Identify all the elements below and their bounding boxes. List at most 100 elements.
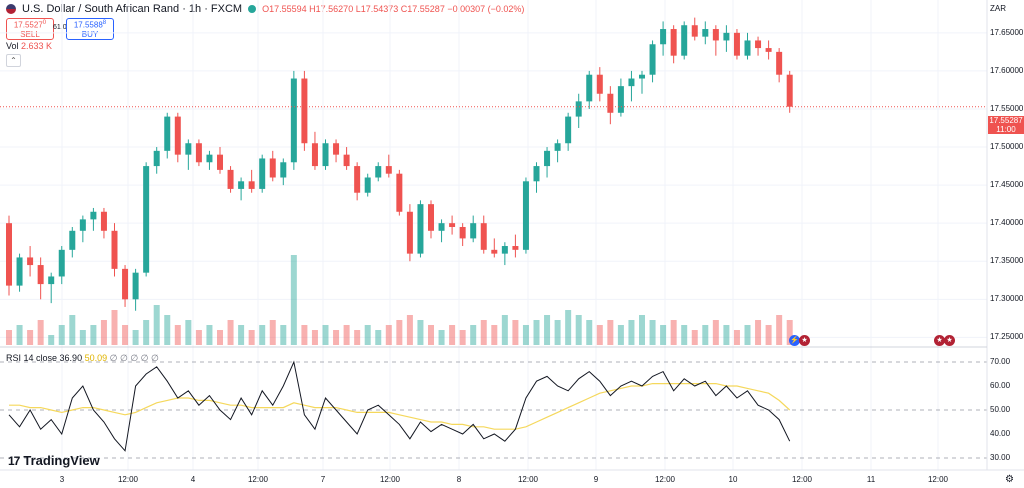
candle-body <box>164 116 171 151</box>
candle-body <box>544 150 551 167</box>
volume-bar <box>428 325 434 345</box>
candle-body <box>143 166 150 273</box>
candle-body <box>206 154 213 163</box>
volume-bar <box>364 325 371 345</box>
volume-bar <box>79 330 86 345</box>
collapse-legend-button[interactable]: ⌃ <box>6 54 21 67</box>
volume-bar <box>723 325 730 345</box>
usd-flag-icon <box>6 4 16 14</box>
symbol-header: U.S. Dollar / South African Rand · 1h · … <box>6 3 524 15</box>
buy-button[interactable]: 17.55888 BUY <box>66 18 114 40</box>
price-axis-label: 17.55000 <box>990 103 1024 113</box>
candle-body <box>417 204 424 254</box>
rsi-axis-label: 30.00 <box>990 453 1011 462</box>
candle-body <box>311 143 318 167</box>
time-axis-label: 12:00 <box>517 475 539 484</box>
candle-body <box>396 173 403 212</box>
volume-bar <box>301 325 308 345</box>
rsi-ma-value: 50.09 <box>84 353 108 363</box>
candle-body <box>111 230 118 269</box>
currency-label[interactable]: ZAR <box>990 4 1006 13</box>
candle-body <box>354 166 361 193</box>
candle-body <box>670 29 677 56</box>
volume-bar <box>417 320 424 345</box>
volume-bar <box>776 315 783 345</box>
rsi-axis-label: 70.00 <box>990 357 1011 366</box>
volume-bar <box>691 330 698 345</box>
volume-bar <box>280 325 287 345</box>
candle-body <box>617 86 624 113</box>
volume-bar <box>733 330 740 345</box>
time-axis-label: 12:00 <box>654 475 676 484</box>
event-us-flag-icon-2[interactable]: ★ <box>934 335 945 346</box>
volume-bar <box>58 325 65 345</box>
ohlc-low: L17.54373 <box>355 4 399 14</box>
event-flash-icon[interactable]: ⚡ <box>789 335 800 346</box>
price-axis-label: 17.35000 <box>990 256 1024 266</box>
volume-bar <box>554 320 561 345</box>
volume-label: Vol <box>6 41 19 51</box>
price-axis-label: 17.40000 <box>990 218 1024 228</box>
volume-bar <box>512 320 519 345</box>
candle-body <box>565 116 572 144</box>
sell-button[interactable]: 17.55270 SELL <box>6 18 54 40</box>
ohlc-values: O17.55594 H17.56270 L17.54373 C17.55287 … <box>262 4 524 14</box>
volume-value: 2.633 K <box>21 41 53 51</box>
candle-body <box>364 177 371 193</box>
candle-body <box>459 226 466 239</box>
volume-bar <box>217 330 223 345</box>
volume-bar <box>333 330 340 345</box>
price-axis-label: 17.45000 <box>990 180 1024 190</box>
time-axis-label: 4 <box>190 475 196 484</box>
volume-bar <box>122 325 129 345</box>
candle-body <box>343 154 350 167</box>
volume-bar <box>238 325 245 345</box>
candle-body <box>702 29 709 37</box>
candle-body <box>69 230 76 250</box>
candle-body <box>681 25 688 56</box>
candle-body <box>575 101 582 117</box>
volume-bar <box>206 325 213 345</box>
candle-body <box>607 93 614 113</box>
rsi-axis-label: 60.00 <box>990 381 1011 390</box>
symbol-title[interactable]: U.S. Dollar / South African Rand · 1h · … <box>22 3 243 15</box>
rsi-line <box>8 360 791 452</box>
candle-body <box>6 223 12 286</box>
candle-body <box>16 257 23 286</box>
candle-body <box>122 268 129 300</box>
time-axis-label: 8 <box>456 475 462 484</box>
volume-bar <box>6 330 12 345</box>
candle-body <box>691 25 698 37</box>
volume-bar <box>459 330 466 345</box>
event-us-flag-icon-3[interactable]: ★ <box>944 335 955 346</box>
rsi-pane <box>0 360 987 459</box>
buy-label: BUY <box>81 29 99 39</box>
volume-bar <box>406 315 413 345</box>
volume-bar <box>744 325 751 345</box>
volume-bars <box>6 255 793 345</box>
candle-body <box>259 158 266 189</box>
settings-gear-icon[interactable]: ⚙ <box>1005 474 1014 485</box>
candle-body <box>185 143 192 155</box>
event-us-flag-icon[interactable]: ★ <box>799 335 810 346</box>
volume-bar <box>322 325 329 345</box>
candle-body <box>248 181 255 189</box>
candle-body <box>533 166 540 182</box>
candle-body <box>322 143 329 167</box>
candle-body <box>333 143 340 155</box>
volume-bar <box>607 320 614 345</box>
candle-body <box>153 150 160 167</box>
volume-bar <box>565 310 572 345</box>
volume-bar <box>153 305 160 345</box>
candle-body <box>744 40 751 56</box>
tradingview-logo[interactable]: 17 TradingView <box>8 453 100 468</box>
volume-bar <box>354 330 361 345</box>
candle-body <box>385 166 392 174</box>
rsi-extra: ∅ ∅ ∅ ∅ ∅ <box>109 353 159 363</box>
current-price-tag: 17.55287 11:00 <box>988 116 1024 134</box>
candle-body <box>639 74 645 79</box>
candle-body <box>301 78 308 144</box>
volume-bar <box>375 330 382 345</box>
candle-body <box>480 223 487 250</box>
